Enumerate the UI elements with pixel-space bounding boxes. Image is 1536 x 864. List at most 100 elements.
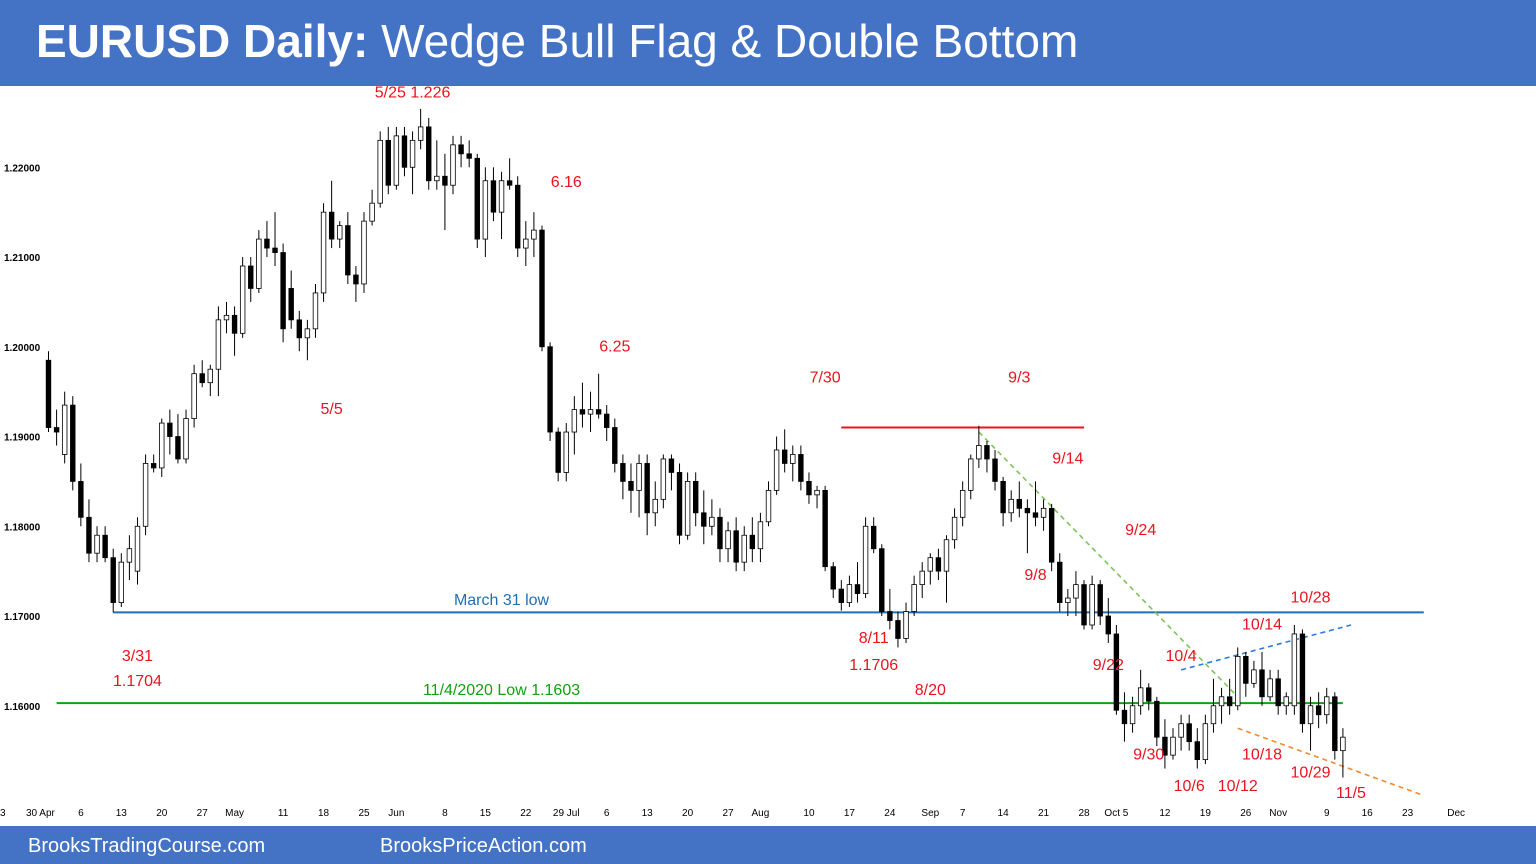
candle-body bbox=[239, 265, 246, 334]
x-tick-label: Aug bbox=[752, 808, 770, 819]
candle-body bbox=[822, 489, 828, 568]
candle-body bbox=[70, 404, 76, 482]
candle-body bbox=[620, 463, 626, 482]
candle-body bbox=[86, 516, 92, 554]
candle-body bbox=[482, 180, 489, 240]
candle bbox=[256, 230, 262, 293]
candle bbox=[781, 429, 788, 473]
title-bar bbox=[0, 0, 1536, 86]
candle bbox=[1162, 719, 1168, 769]
candle bbox=[223, 301, 230, 334]
candle-body bbox=[830, 566, 836, 590]
y-tick-label: 1.17000 bbox=[4, 612, 41, 623]
title-rest: Wedge Bull Flag & Double Bottom bbox=[368, 15, 1079, 67]
candle bbox=[1154, 696, 1160, 747]
candle bbox=[126, 535, 133, 581]
candle bbox=[854, 562, 861, 603]
x-tick-label: 29 Jul bbox=[553, 808, 580, 819]
candle-body bbox=[1307, 705, 1314, 725]
candle-body bbox=[1194, 741, 1200, 761]
candle bbox=[1040, 499, 1047, 531]
candle bbox=[1121, 692, 1128, 742]
annotation-label: 6.16 bbox=[551, 174, 582, 191]
candle-body bbox=[490, 180, 497, 213]
candle bbox=[288, 270, 294, 329]
x-tick-label: 8 bbox=[442, 808, 448, 819]
annotation-label: 1.1704 bbox=[113, 673, 162, 690]
candle bbox=[328, 180, 335, 249]
candle-body bbox=[563, 431, 569, 473]
candle-body bbox=[636, 463, 642, 491]
candle bbox=[1105, 598, 1111, 643]
candle-body bbox=[959, 489, 966, 518]
candle-body bbox=[676, 472, 683, 536]
candle-body bbox=[272, 247, 278, 253]
candle-body bbox=[377, 139, 383, 204]
candle bbox=[806, 472, 812, 504]
candle-body bbox=[749, 534, 756, 550]
candle bbox=[1275, 669, 1281, 715]
candle bbox=[442, 153, 448, 231]
candle bbox=[701, 490, 707, 545]
candle-body bbox=[142, 463, 149, 527]
candle-body bbox=[741, 534, 747, 563]
candle bbox=[652, 481, 658, 527]
annotation-label: 11/4/2020 Low 1.1603 bbox=[423, 682, 580, 699]
candle-body bbox=[434, 175, 440, 182]
candle bbox=[304, 319, 311, 361]
candle bbox=[53, 409, 60, 446]
candle bbox=[1016, 481, 1022, 518]
candle bbox=[506, 158, 513, 190]
candle-body bbox=[417, 126, 424, 141]
candle bbox=[895, 611, 901, 648]
candle-body bbox=[304, 328, 311, 339]
candle-body bbox=[1105, 615, 1111, 635]
x-tick-label: 10 bbox=[803, 808, 815, 819]
x-tick-label: Jun bbox=[388, 808, 404, 819]
candle-body bbox=[547, 346, 553, 433]
candle-body bbox=[118, 561, 125, 603]
horizontal-lines bbox=[56, 426, 1424, 705]
candle-body bbox=[369, 202, 375, 222]
candle-body bbox=[450, 144, 456, 186]
candlestick-chart: 1.22000 1.21000 1.20000 1.19000 1.18000 1.170… bbox=[0, 86, 1465, 819]
candle-body bbox=[466, 153, 472, 159]
candle-body bbox=[353, 274, 359, 285]
candle-body bbox=[409, 139, 416, 168]
candle-body bbox=[571, 409, 578, 433]
candle bbox=[773, 436, 780, 495]
candle bbox=[644, 454, 650, 536]
candle bbox=[1210, 678, 1217, 733]
x-tick-label: Dec bbox=[1447, 808, 1465, 819]
candle bbox=[78, 463, 84, 527]
candle-body bbox=[652, 498, 658, 514]
candle-body bbox=[458, 144, 464, 155]
candle bbox=[1299, 629, 1306, 733]
candle-body bbox=[1113, 633, 1120, 711]
annotation-label: 9/8 bbox=[1024, 567, 1046, 584]
trend-lines bbox=[978, 431, 1425, 797]
candle bbox=[280, 243, 286, 343]
candle-body bbox=[1170, 736, 1176, 756]
x-tick-label: Oct 5 bbox=[1104, 808, 1128, 819]
candle-body bbox=[984, 445, 990, 460]
candle-body bbox=[992, 458, 998, 482]
footer-link-brookstradingcourse[interactable]: BrooksTradingCourse.com bbox=[28, 835, 266, 857]
candle-body bbox=[183, 418, 189, 460]
candle bbox=[1097, 580, 1103, 625]
candle-body bbox=[773, 449, 780, 491]
footer-link-brookspriceaction[interactable]: BrooksPriceAction.com bbox=[380, 835, 587, 857]
candle-body bbox=[587, 409, 594, 415]
candle-body bbox=[854, 584, 861, 594]
candle-body bbox=[110, 557, 116, 603]
candle bbox=[660, 454, 667, 509]
candle bbox=[579, 382, 586, 428]
x-tick-label: 20 bbox=[682, 808, 694, 819]
candle bbox=[450, 135, 456, 195]
candle-body bbox=[555, 431, 561, 473]
candle-body bbox=[1121, 709, 1128, 725]
y-tick-label: 1.18000 bbox=[4, 522, 41, 533]
candle bbox=[539, 225, 545, 352]
x-tick-label: May bbox=[225, 808, 244, 819]
trend-line bbox=[978, 431, 1239, 698]
